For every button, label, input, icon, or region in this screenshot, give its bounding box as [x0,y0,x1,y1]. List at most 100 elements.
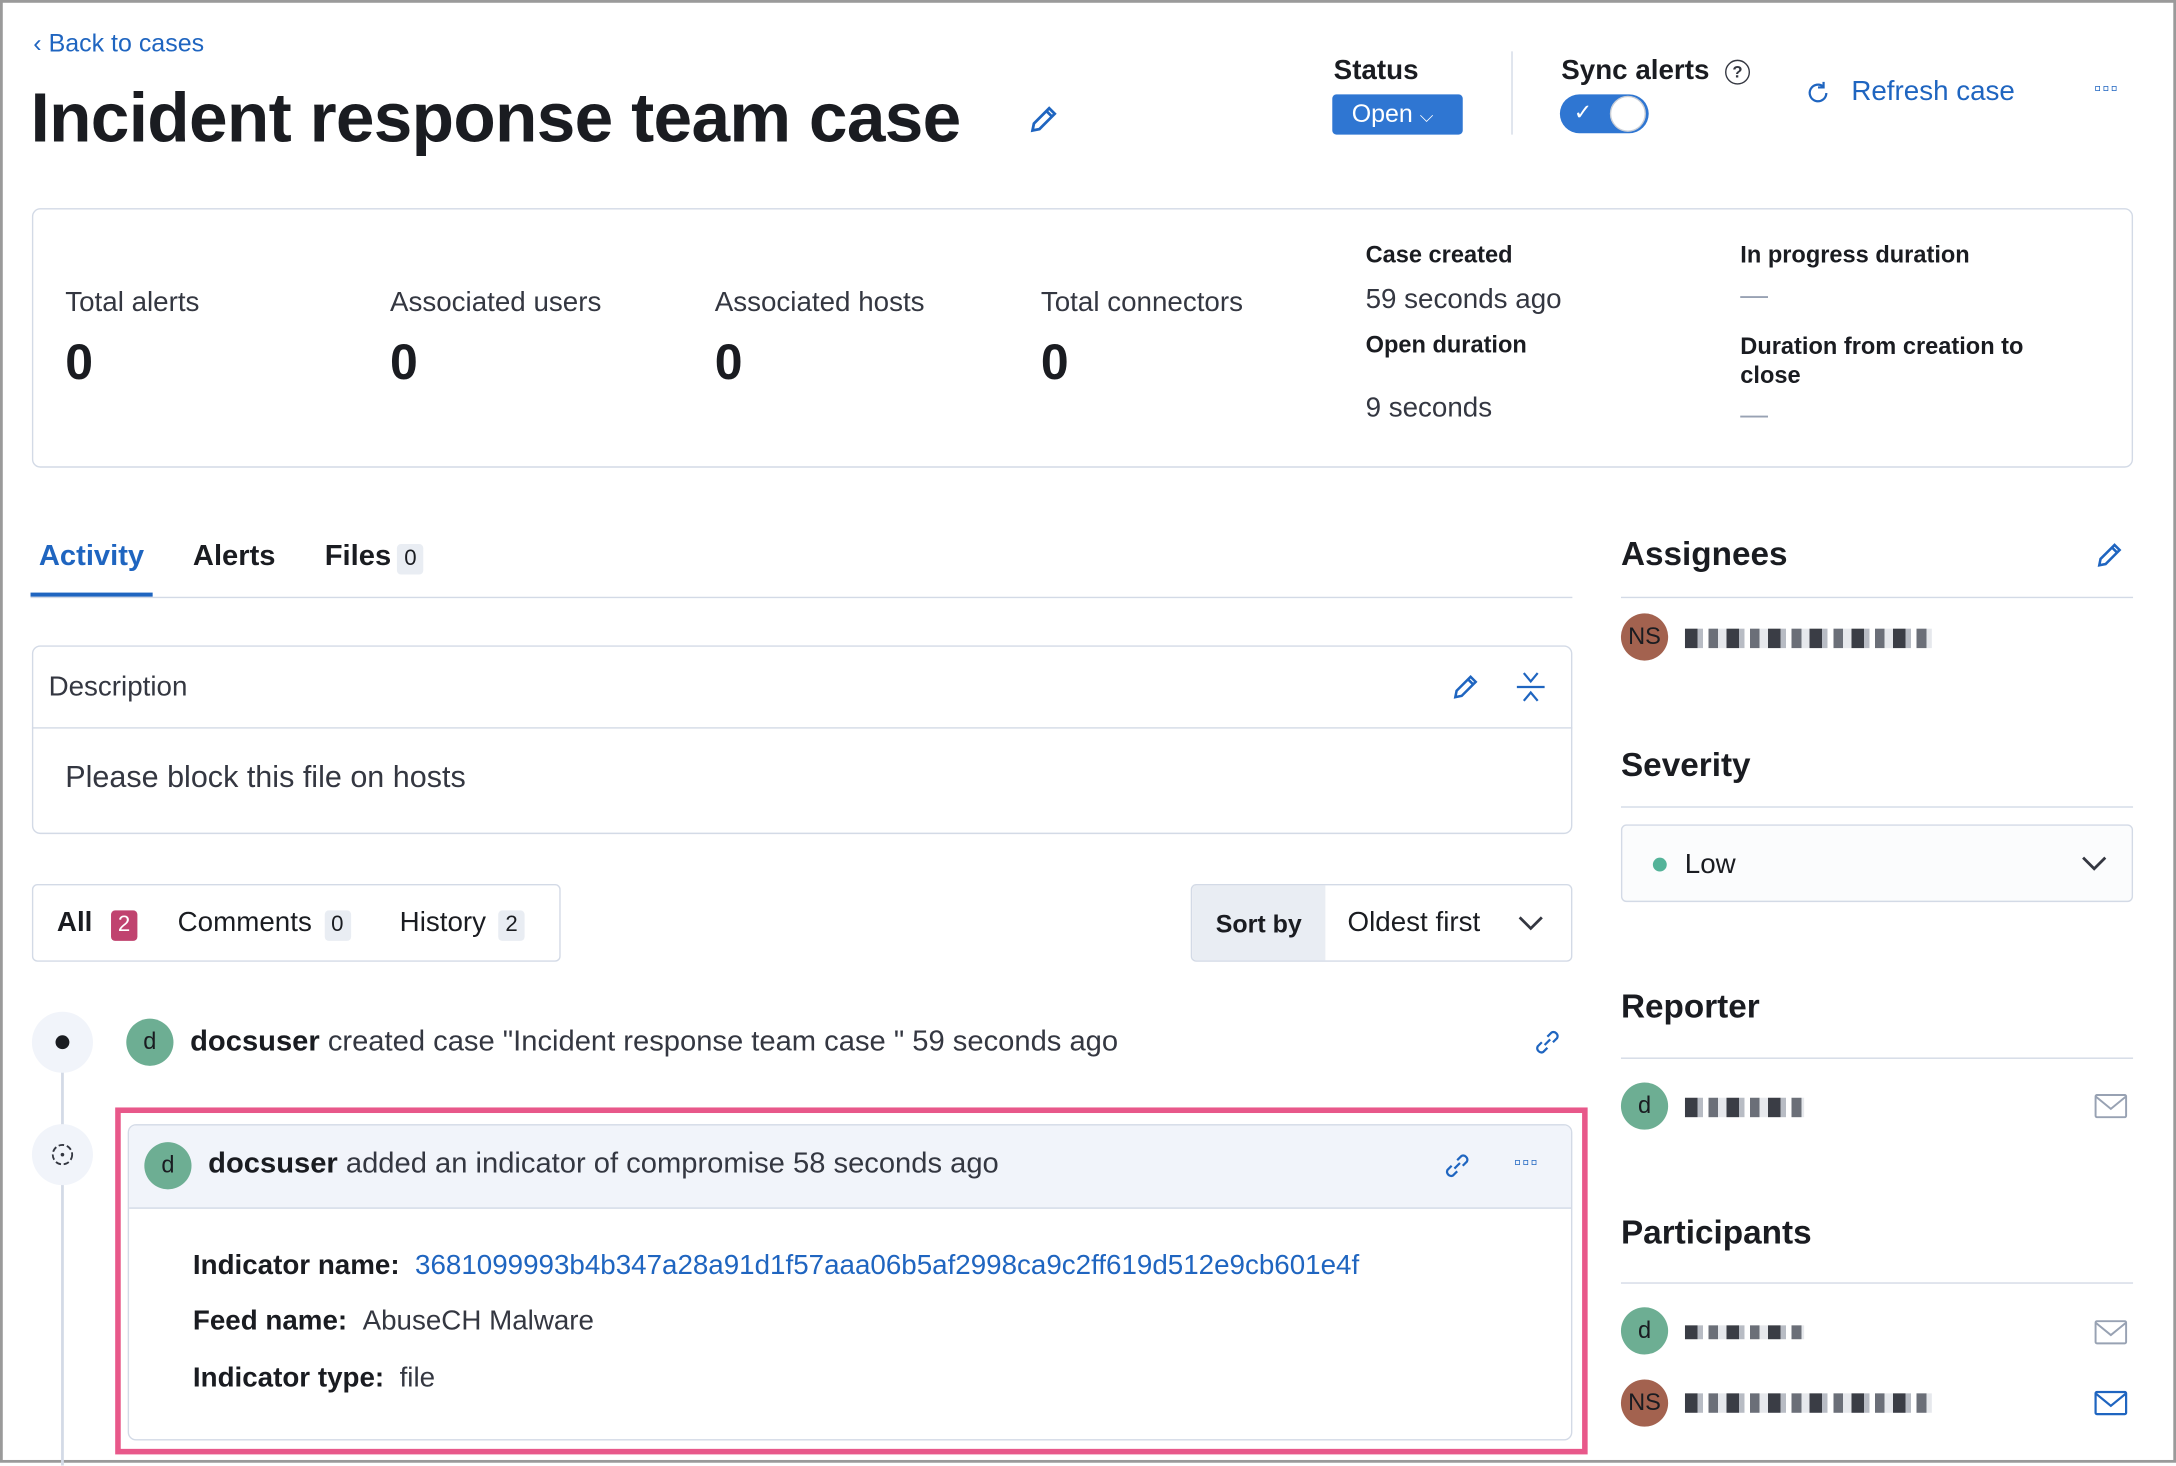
email-icon[interactable] [2094,1320,2128,1345]
copy-link-icon[interactable] [1531,1026,1564,1059]
indicator-card [127,1124,1573,1441]
open-duration-value: 9 seconds [1365,392,1493,424]
chevron-down-icon [1518,916,1543,931]
stat-label: Total connectors [1040,287,1243,318]
divider [1620,1282,2134,1284]
edit-description-pencil-icon[interactable] [1450,672,1481,703]
timeline-line [61,1071,64,1466]
severity-dot-icon [1652,857,1667,872]
divider [1620,596,2134,599]
sort-value: Oldest first [1347,907,1481,939]
more-actions-icon[interactable]: ▫▫▫ [2094,76,2120,99]
crosshair-icon [51,1144,74,1166]
edit-title-pencil-icon[interactable] [1027,103,1060,136]
redacted-participant-name [1684,1393,1932,1413]
indicator-type-row: Indicator type: file [192,1362,436,1394]
stat-value: 0 [1040,333,1069,390]
indicator-name-link[interactable]: 3681099993b4b347a28a91d1f57aaa06b5af2998… [415,1250,1360,1281]
activity-created-text: docsuser created case "Incident response… [190,1025,1119,1058]
severity-value: Low [1684,849,1736,880]
page-title: Incident response team case [30,79,962,157]
reporter-avatar: d [1620,1082,1669,1130]
sort-label-bg [1192,885,1326,961]
case-created-value: 59 seconds ago [1365,284,1562,316]
timeline-indicator-icon [31,1124,93,1186]
in-progress-label: In progress duration [1740,241,1970,268]
filter-all[interactable]: All 2 [57,908,138,941]
stat-value: 0 [714,333,743,390]
status-label: Status [1333,55,1419,87]
activity-filter-group [31,884,561,962]
filter-comments[interactable]: Comments 0 [178,908,351,941]
sync-alerts-label: Sync alerts [1561,55,1710,87]
avatar: d [126,1018,174,1066]
close-duration-label: Duration from creation to close [1740,333,2024,389]
tabs-divider [30,596,1573,599]
email-icon[interactable] [2094,1390,2128,1416]
sort-label: Sort by [1215,910,1302,939]
tab-activity[interactable]: Activity [38,539,145,572]
stat-value: 0 [65,333,94,390]
divider [1620,1057,2134,1059]
avatar: d [144,1142,192,1190]
tab-alerts[interactable]: Alerts [192,539,276,572]
reporter-title: Reporter [1620,988,1760,1026]
description-panel [31,645,1573,835]
copy-link-icon[interactable] [1441,1149,1474,1182]
email-icon[interactable] [2094,1094,2128,1119]
chevron-down-icon: ⌵ [1419,105,1434,127]
feed-name-row: Feed name: AbuseCH Malware [192,1305,595,1337]
severity-select[interactable]: Low [1620,824,2134,903]
chevron-down-icon [2082,856,2107,871]
check-icon: ✓ [1573,101,1593,125]
participants-title: Participants [1620,1214,1812,1252]
divider [1511,51,1513,135]
card-header [129,1125,1571,1209]
stat-value: 0 [389,333,418,390]
participant-avatar: d [1620,1307,1669,1355]
all-count-badge: 2 [110,910,138,941]
highlight-box [115,1107,1588,1455]
timeline-event-icon [31,1011,93,1073]
stat-label: Associated users [389,287,602,318]
stat-label: Total alerts [65,287,200,318]
chevron-left-icon: ‹ [33,29,49,57]
redacted-participant-name [1684,1325,1805,1340]
tab-files[interactable]: Files 0 [325,540,424,575]
comments-count-badge: 0 [324,910,351,941]
in-progress-value: — [1740,280,1769,311]
refresh-icon [1808,81,1828,103]
sort-select[interactable]: Sort by Oldest first [1190,884,1573,962]
redacted-assignee-name [1684,628,1932,649]
divider [31,727,1573,729]
case-stats-panel [31,208,2134,468]
edit-assignees-pencil-icon[interactable] [2094,540,2125,571]
case-created-label: Case created [1365,241,1513,268]
more-actions-icon[interactable]: ▫▫▫ [1514,1150,1539,1173]
divider [1620,806,2134,808]
status-dropdown[interactable]: Open ⌵ [1332,94,1463,135]
description-text: Please block this file on hosts [65,759,466,794]
history-count-badge: 2 [498,910,525,941]
back-to-cases-link[interactable]: ‹ Back to cases [33,29,205,57]
close-duration-value: — [1740,399,1769,431]
filter-history[interactable]: History 2 [400,908,525,941]
sync-alerts-toggle[interactable]: ✓ [1559,94,1649,134]
dot-icon [55,1035,70,1050]
severity-title: Severity [1620,746,1751,785]
stat-label: Associated hosts [714,287,925,318]
redacted-reporter-name [1684,1097,1805,1118]
assignees-title: Assignees [1620,535,1788,574]
help-icon[interactable]: ? [1725,59,1751,85]
open-duration-label: Open duration [1365,331,1527,359]
collapse-icon[interactable] [1514,669,1547,705]
assignee-avatar: NS [1620,613,1669,661]
indicator-name-row: Indicator name: 3681099993b4b347a28a91d1… [192,1250,1360,1281]
active-tab-indicator [30,592,153,597]
participant-avatar: NS [1620,1379,1669,1427]
indicator-activity-text: docsuser added an indicator of compromis… [208,1147,999,1180]
toggle-knob [1609,95,1646,132]
description-title: Description [48,671,188,703]
files-count-badge: 0 [397,544,424,575]
